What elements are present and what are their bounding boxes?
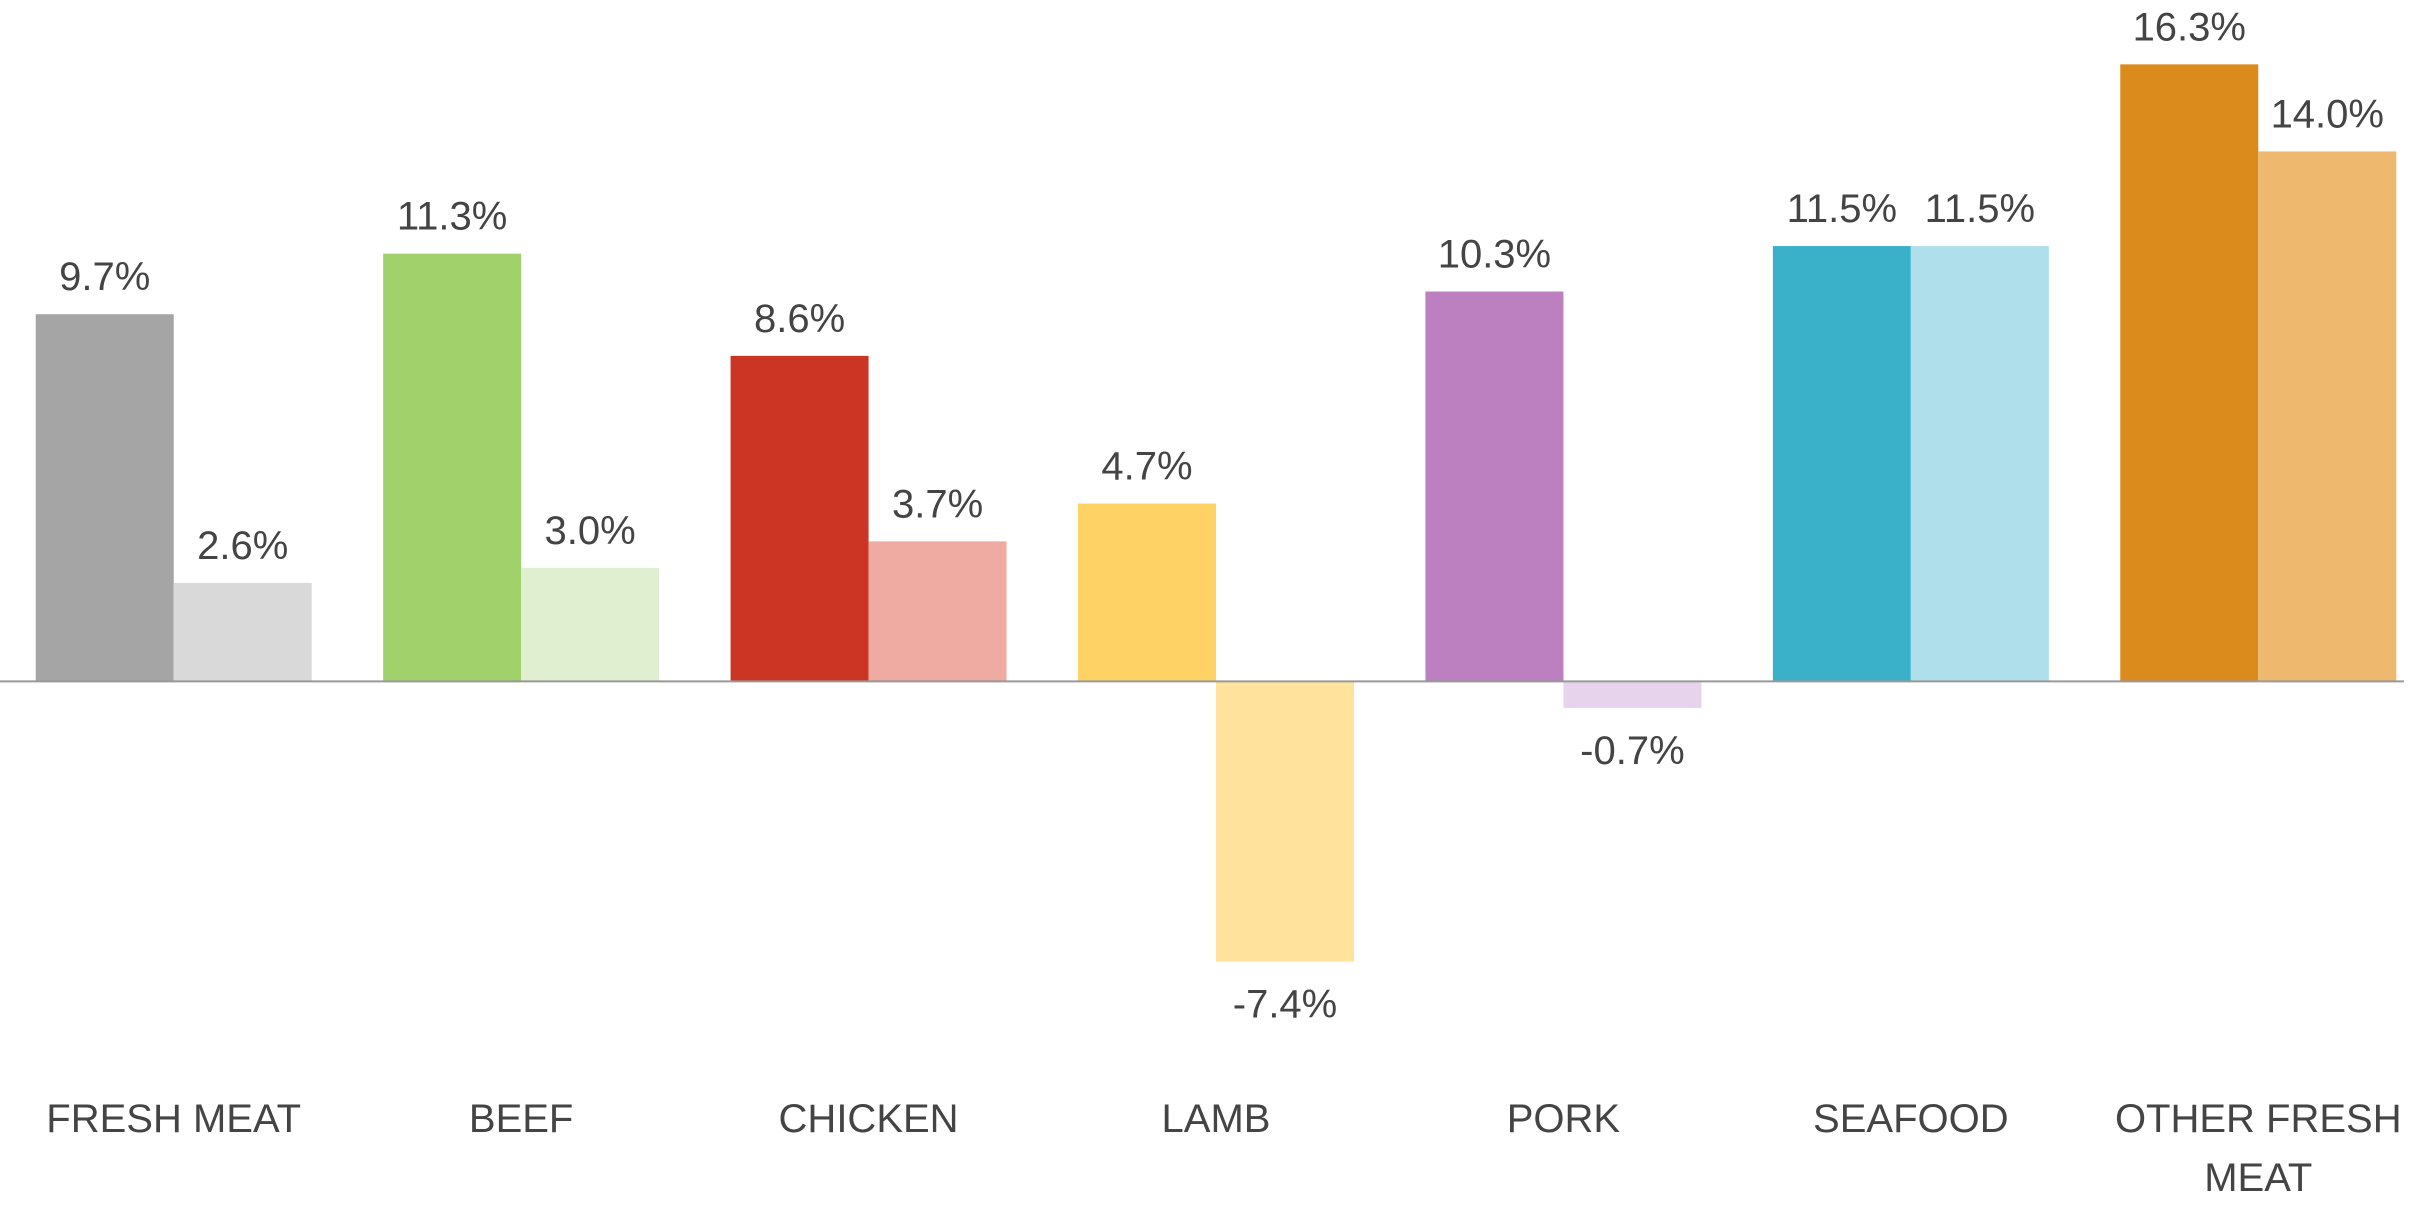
- data-label: -7.4%: [1233, 983, 1338, 1027]
- bar: [1910, 246, 2049, 682]
- bar: [1078, 503, 1216, 682]
- data-label: 11.3%: [397, 195, 507, 239]
- bar: [2258, 151, 2397, 682]
- x-tick-label: PORK: [1506, 1097, 1621, 1141]
- data-label: 9.7%: [59, 255, 150, 299]
- bar: [1772, 246, 1911, 682]
- bar: [1425, 291, 1564, 682]
- bar: [730, 355, 869, 682]
- x-tick-label: LAMB: [1161, 1097, 1271, 1141]
- bar: [1563, 681, 1702, 708]
- bar: [173, 583, 312, 682]
- data-label: 3.7%: [892, 482, 983, 526]
- bar: [521, 567, 660, 682]
- bar: [868, 541, 1007, 682]
- data-label: 3.0%: [545, 509, 636, 553]
- bar: [35, 314, 174, 682]
- data-label: -0.7%: [1580, 729, 1685, 773]
- data-label: 11.5%: [1925, 187, 2035, 231]
- data-label: 8.6%: [754, 297, 845, 341]
- x-tick-label: CHICKEN: [778, 1097, 959, 1141]
- data-label: 2.6%: [197, 524, 288, 568]
- data-label: 10.3%: [1438, 233, 1551, 277]
- data-label: 14.0%: [2271, 92, 2384, 136]
- x-tick-label: OTHER FRESH MEAT: [2114, 1097, 2402, 1200]
- bar: [2120, 64, 2259, 682]
- x-tick-label: SEAFOOD: [1813, 1097, 2009, 1141]
- bar: [1216, 681, 1354, 962]
- data-label: 16.3%: [2133, 5, 2246, 49]
- x-tick-label: FRESH MEAT: [46, 1097, 302, 1141]
- bar: [383, 253, 522, 682]
- x-tick-label: BEEF: [468, 1097, 574, 1141]
- data-label: 11.5%: [1787, 187, 1897, 231]
- data-label: 4.7%: [1101, 445, 1192, 489]
